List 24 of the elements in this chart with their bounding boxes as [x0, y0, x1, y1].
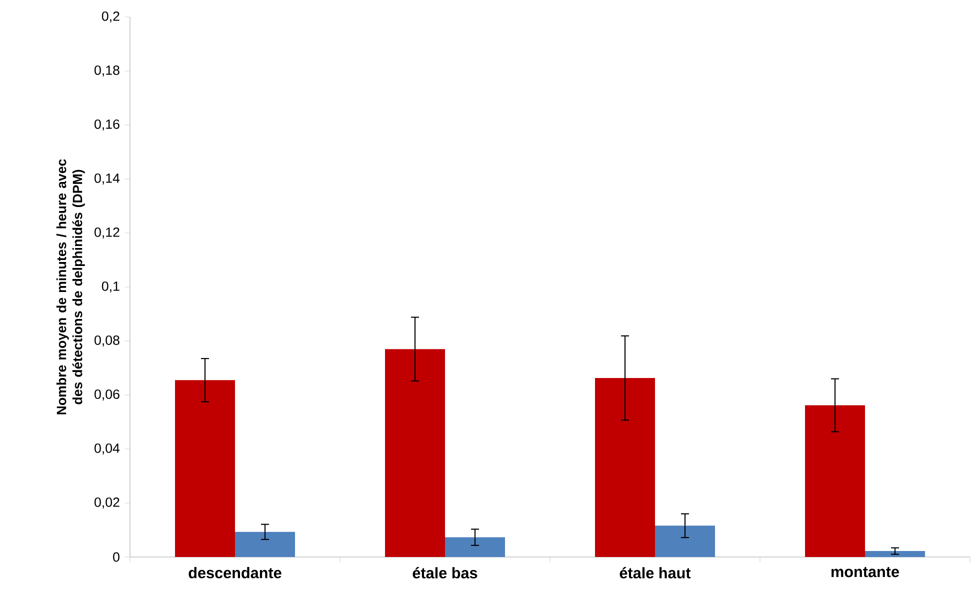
- bar: [235, 532, 296, 557]
- x-tick-label: descendante: [188, 567, 282, 578]
- y-tick-label: 0,02: [94, 497, 120, 509]
- y-tick-label: 0,12: [94, 227, 120, 239]
- bar: [445, 537, 506, 557]
- y-tick-label: 0,08: [94, 335, 120, 347]
- y-tick-label: 0,16: [94, 119, 120, 131]
- x-tick-label: étale haut: [620, 567, 691, 578]
- bar: [865, 551, 926, 557]
- y-axis-title: Nombre moyen de minutes / heure avec des détections de delphinidés (DPM): [56, 159, 85, 414]
- bar: [175, 380, 236, 557]
- y-tick-label: 0,14: [94, 173, 120, 185]
- y-tick-label: 0: [113, 552, 120, 562]
- y-tick-label: 0,1: [102, 281, 120, 293]
- bar: [595, 378, 656, 557]
- bar: [805, 405, 866, 557]
- bar: [655, 526, 716, 557]
- y-tick-label: 0,06: [94, 389, 120, 401]
- x-tick-label: étale bas: [412, 567, 478, 578]
- bar: [385, 349, 446, 557]
- y-tick-label: 0,18: [94, 65, 120, 77]
- y-tick-label: 0,04: [94, 443, 120, 455]
- y-tick-label: 0,2: [102, 11, 120, 23]
- x-tick-label: montante: [832, 567, 899, 578]
